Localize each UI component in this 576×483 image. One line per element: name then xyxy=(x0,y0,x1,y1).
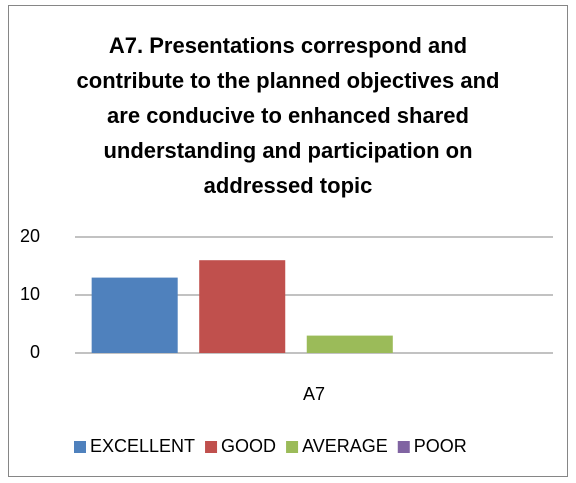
y-tick-label: 10 xyxy=(20,284,40,304)
x-tick-label: A7 xyxy=(303,384,325,404)
legend-label: GOOD xyxy=(221,436,276,456)
legend-label: POOR xyxy=(414,436,467,456)
legend-swatch xyxy=(397,441,410,453)
chart-border xyxy=(8,5,568,477)
legend-label: AVERAGE xyxy=(302,436,388,456)
bar xyxy=(91,277,178,353)
y-tick-label: 20 xyxy=(20,226,40,246)
y-tick-label: 0 xyxy=(30,342,40,362)
bar xyxy=(306,335,393,353)
legend-swatch xyxy=(205,441,218,453)
legend-swatch xyxy=(74,441,86,453)
bar xyxy=(199,260,286,353)
legend-label: EXCELLENT xyxy=(90,436,195,456)
legend-swatch xyxy=(286,441,299,453)
chart-title: A7. Presentations correspond and contrib… xyxy=(76,33,500,198)
